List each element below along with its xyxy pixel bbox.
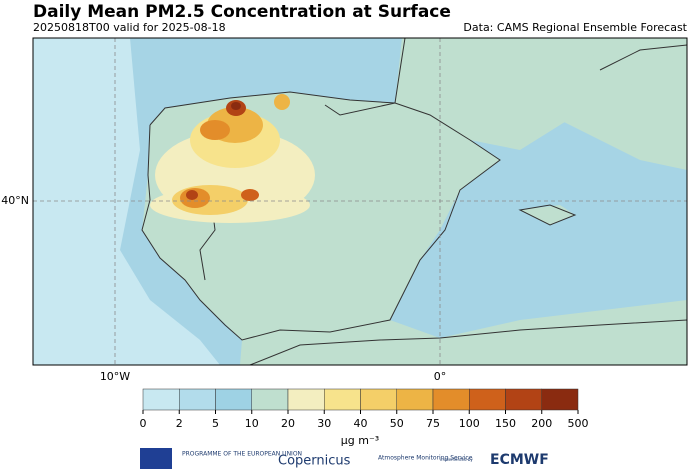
colorbar-tick-label: 0 xyxy=(140,417,147,430)
eu-text: PROGRAMME OF THE EUROPEAN UNION xyxy=(182,451,302,458)
colorbar-tick-label: 10 xyxy=(245,417,259,430)
colorbar-bin xyxy=(469,388,506,411)
coastline xyxy=(141,38,687,365)
colorbar-bin xyxy=(360,388,397,411)
colorbar-tick-label: 75 xyxy=(426,417,440,430)
colorbar-bin xyxy=(396,388,434,411)
colorbar-bin xyxy=(215,388,252,411)
implemented-by: implemented by xyxy=(440,457,473,462)
eu-flag xyxy=(140,448,172,469)
colorbar-tick-label: 200 xyxy=(531,417,552,430)
colorbar-bin xyxy=(432,388,470,411)
colorbar-tick-label: 5 xyxy=(212,417,219,430)
lon-label: 0° xyxy=(434,370,447,383)
colorbar-tick-label: 30 xyxy=(317,417,331,430)
colorbar-tick-label: 20 xyxy=(281,417,295,430)
plume xyxy=(150,94,315,223)
colorbar-bin xyxy=(541,388,579,411)
ecmwf-logo: ECMWF xyxy=(490,452,549,468)
lon-label: 10°W xyxy=(100,370,130,383)
map xyxy=(32,37,688,366)
lat-label: 40°N xyxy=(1,194,29,207)
colorbar-bin xyxy=(324,388,361,411)
colorbar-bin xyxy=(287,388,325,411)
data-source: Data: CAMS Regional Ensemble Forecast xyxy=(463,21,687,34)
colorbar-bin xyxy=(179,388,216,411)
colorbar-bin xyxy=(251,388,289,411)
open-ocean xyxy=(33,38,220,365)
colorbar-bin xyxy=(142,388,180,411)
colorbar-bin xyxy=(505,388,542,411)
footer-logos: PROGRAMME OF THE EUROPEAN UNION Copernic… xyxy=(140,448,549,469)
colorbar: 0 2 5 10 20 30 40 50 75 100 150 200 500 xyxy=(140,388,589,430)
map-frame xyxy=(32,37,688,366)
colorbar-tick-label: 500 xyxy=(568,417,589,430)
colorbar-tick-label: 50 xyxy=(390,417,404,430)
colorbar-tick-label: 40 xyxy=(354,417,368,430)
colorbar-tick-label: 100 xyxy=(459,417,480,430)
title: Daily Mean PM2.5 Concentration at Surfac… xyxy=(33,2,451,22)
colorbar-unit: μg m⁻³ xyxy=(341,434,379,447)
colorbar-tick-label: 150 xyxy=(495,417,516,430)
land-east xyxy=(520,38,687,225)
copernicus-logo: Copernicus xyxy=(278,454,351,469)
run-info: 20250818T00 valid for 2025-08-18 xyxy=(33,21,226,34)
cams-logo: Atmosphere Monitoring Service xyxy=(378,455,473,462)
colorbar-tick-label: 2 xyxy=(176,417,183,430)
